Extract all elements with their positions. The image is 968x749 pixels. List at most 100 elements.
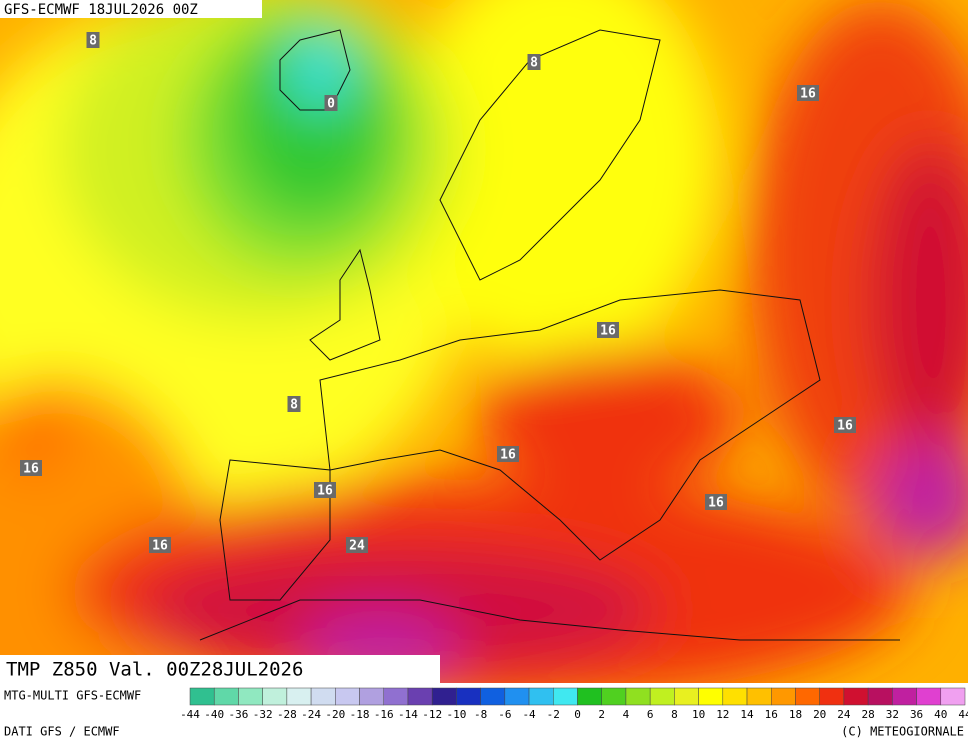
- contour-label: 16: [152, 539, 168, 554]
- colorbar-swatch: [553, 687, 578, 706]
- colorbar-swatch: [310, 687, 336, 706]
- colorbar-tick-label: 14: [740, 708, 754, 721]
- contour-label: 16: [500, 448, 516, 463]
- colorbar-tick-label: 0: [574, 708, 581, 721]
- colorbar-swatch: [480, 687, 506, 706]
- colorbar-tick-label: -12: [422, 708, 442, 721]
- header-title: GFS-ECMWF 18JUL2026 00Z: [4, 2, 198, 18]
- contour-label: 16: [600, 324, 616, 339]
- colorbar-swatch: [528, 687, 554, 706]
- contour-label-box: [86, 32, 100, 48]
- colorbar-swatch: [189, 687, 215, 706]
- footer-model: MTG-MULTI GFS-ECMWF: [4, 689, 141, 703]
- colorbar-swatch: [286, 687, 312, 706]
- colorbar-swatch: [335, 687, 360, 706]
- colorbar-tick-label: -18: [350, 708, 370, 721]
- colorbar-tick-label: 2: [598, 708, 605, 721]
- colorbar-swatch: [867, 687, 893, 706]
- colorbar-swatch: [698, 687, 724, 706]
- colorbar-tick-label: -32: [253, 708, 273, 721]
- colorbar-tick-label: -44: [180, 708, 200, 721]
- contour-label: 8: [290, 398, 298, 413]
- colorbar-tick-label: -16: [374, 708, 394, 721]
- colorbar-swatch: [892, 687, 917, 706]
- contour-label: 0: [327, 97, 335, 112]
- contour-label: 16: [837, 419, 853, 434]
- contour-label: 24: [349, 539, 365, 554]
- colorbar-tick-label: -6: [498, 708, 511, 721]
- colorbar-swatch: [940, 687, 966, 706]
- colorbar-tick-label: -20: [325, 708, 345, 721]
- contour-label-box: [346, 537, 368, 553]
- contour-label-box: [705, 494, 727, 510]
- colorbar-swatch: [916, 687, 942, 706]
- colorbar-tick-label: 18: [789, 708, 802, 721]
- colorbar-swatch: [504, 687, 530, 706]
- colorbar-swatch: [819, 687, 845, 706]
- colorbar-swatch: [674, 687, 699, 706]
- colorbar-tick-label: -14: [398, 708, 418, 721]
- colorbar-swatch: [431, 687, 457, 706]
- colorbar-swatch: [722, 687, 748, 706]
- contour-label: 8: [530, 56, 538, 71]
- contour-label: 16: [708, 496, 724, 511]
- header-box: [0, 0, 262, 18]
- footer-source: DATI GFS / ECMWF: [4, 725, 120, 739]
- colorbar-swatch: [625, 687, 651, 706]
- contour-label: 8: [89, 34, 97, 49]
- colorbar-tick-label: -36: [229, 708, 249, 721]
- colorbar-swatch: [577, 687, 602, 706]
- colorbar-tick-label: 28: [862, 708, 875, 721]
- contour-label-box: [497, 446, 519, 462]
- colorbar-tick-label: 24: [837, 708, 851, 721]
- colorbar-tick-label: 20: [813, 708, 826, 721]
- colorbar-swatch: [383, 687, 409, 706]
- colorbar-tick-label: -8: [474, 708, 487, 721]
- contour-label-box: [314, 482, 336, 498]
- colorbar-swatch: [359, 687, 384, 706]
- map-label: TMP Z850 Val. 00Z28JUL2026: [6, 659, 303, 681]
- contour-label-box: [324, 95, 338, 111]
- colorbar-tick-label: 10: [692, 708, 705, 721]
- colorbar-swatch: [456, 687, 481, 706]
- colorbar-tick-label: 40: [934, 708, 947, 721]
- colorbar-tick-label: 12: [716, 708, 729, 721]
- colorbar-tick-label: -24: [301, 708, 321, 721]
- colorbar-swatch: [213, 687, 239, 706]
- contour-label-box: [287, 396, 301, 412]
- colorbar-tick-label: -10: [446, 708, 466, 721]
- colorbar-tick-label: -28: [277, 708, 297, 721]
- colorbar-swatch: [795, 687, 820, 706]
- footer-credit: (C) METEOGIORNALE: [841, 725, 964, 739]
- colorbar-tick-label: 8: [671, 708, 678, 721]
- colorbar-tick-label: -4: [522, 708, 536, 721]
- colorbar-swatch: [649, 687, 675, 706]
- colorbar-swatch: [407, 687, 433, 706]
- colorbar-tick-label: 44: [958, 708, 968, 721]
- contour-label-box: [20, 460, 42, 476]
- colorbar-swatch: [601, 687, 627, 706]
- colorbar-swatch: [771, 687, 796, 706]
- contour-label: 16: [800, 87, 816, 102]
- coastlines: [199, 29, 900, 641]
- colorbar-tick-label: 4: [623, 708, 630, 721]
- contour-label-box: [834, 417, 856, 433]
- contour-label: 16: [317, 484, 333, 499]
- contour-label-box: [797, 85, 819, 101]
- colorbar-tick-label: 6: [647, 708, 654, 721]
- colorbar-tick-label: 36: [910, 708, 923, 721]
- colorbar-tick-label: 32: [886, 708, 899, 721]
- colorbar-tick-label: -40: [204, 708, 224, 721]
- colorbar-swatch: [238, 687, 263, 706]
- contour-label-box: [527, 54, 541, 70]
- contour-label-box: [597, 322, 619, 338]
- colorbar-tick-label: -2: [547, 708, 560, 721]
- map-label-box: [0, 655, 440, 683]
- colorbar-swatch: [262, 687, 288, 706]
- contour-label-box: [149, 537, 171, 553]
- contour-label: 16: [23, 462, 39, 477]
- colorbar-swatch: [843, 687, 869, 706]
